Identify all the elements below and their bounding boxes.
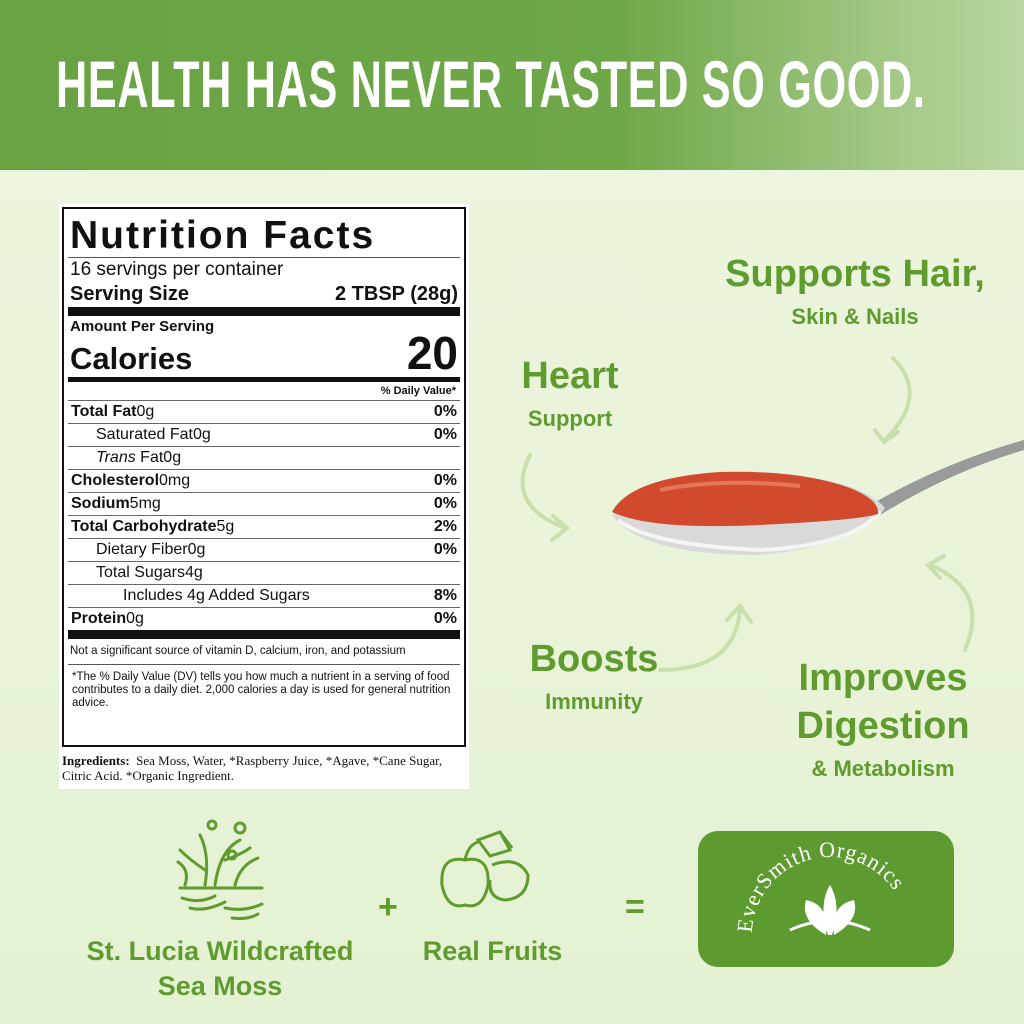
rule (68, 664, 460, 665)
ingredients-label: Ingredients: (62, 753, 130, 768)
nutrient-amount: 4g (184, 564, 203, 581)
nutrient-amount: 5g (216, 518, 235, 535)
daily-value: 0% (433, 403, 457, 420)
equals-sign: = (625, 888, 645, 926)
nutrient-row: Protein0g 0% (68, 607, 460, 630)
nutrient-label-group: Total Carbohydrate5g (71, 516, 234, 538)
nutrient-label-group: Trans Fat0g (71, 447, 181, 469)
formula-item: Real Fruits (422, 936, 563, 966)
fruits-icon (440, 830, 530, 908)
nutrient-label: Cholesterol (71, 472, 160, 489)
nutrient-label-group: Total Sugars4g (71, 562, 203, 584)
nutrient-label-group: Saturated Fat0g (71, 424, 211, 446)
brand-logo (789, 885, 871, 935)
nutrient-amount: 0g (126, 610, 144, 627)
sea-moss-icon (176, 819, 264, 920)
benefit: Supports Hair, Skin & Nails (700, 250, 1010, 332)
nutrient-amount: 0mg (159, 472, 191, 489)
daily-value: 0% (433, 426, 457, 443)
nutrient-rows: Total Fat0g 0% Saturated Fat0g 0% Trans Fat0… (68, 400, 460, 630)
nutrient-row: Saturated Fat0g 0% (68, 423, 460, 446)
nutrient-label-group: Sodium5mg (71, 493, 161, 515)
amount-per-serving: Amount Per Serving (70, 318, 215, 335)
nutrient-label: Protein (71, 610, 127, 627)
rule (68, 630, 460, 639)
rule (68, 307, 460, 316)
serving-size-value: 2 TBSP (28g) (335, 283, 458, 305)
banner: HEALTH HAS NEVER TASTED SO GOOD. (0, 0, 1024, 170)
ingredients: Ingredients: Sea Moss, Water, *Raspberry… (62, 753, 466, 783)
nutrient-amount: 0g (192, 426, 211, 443)
nutrient-label: Total Fat (71, 403, 137, 420)
nutrition-title: Nutrition Facts (70, 214, 376, 257)
nutrient-label-italic: Trans (96, 449, 136, 466)
daily-value: 0% (433, 541, 457, 558)
benefit-subtitle: Skin & Nails (791, 304, 919, 329)
nutrient-row: Total Sugars4g (68, 561, 460, 584)
nutrient-label-group: Protein0g (71, 608, 144, 630)
benefit-title: Supports Hair, (725, 253, 985, 295)
serving-size: Serving Size 2 TBSP (28g) (68, 281, 460, 307)
benefit: Improves Digestion & Metabolism (773, 654, 993, 784)
nutrient-label: Total Carbohydrate (71, 518, 217, 535)
nutrient-label: Sodium (71, 495, 130, 512)
nutrient-amount: 0g (163, 449, 182, 466)
nutrient-label-group: Total Fat0g (71, 401, 154, 423)
servings: 16 servings per container (70, 259, 284, 280)
nutrient-row: Cholesterol0mg 0% (68, 469, 460, 492)
nutrient-label-group: Dietary Fiber0g (71, 539, 205, 561)
rule (68, 377, 460, 382)
nutrition-facts: Nutrition Facts 16 servings per containe… (62, 207, 466, 747)
benefit-subtitle: & Metabolism (811, 756, 955, 781)
daily-value: 0% (433, 610, 457, 627)
benefit-title: Heart (521, 355, 619, 397)
benefit: Boosts Immunity (504, 635, 684, 717)
arrows (520, 356, 975, 672)
nutrient-label: Includes 4g Added Sugars (123, 587, 310, 604)
daily-value: 2% (433, 518, 457, 535)
nutrient-label: Saturated Fat (96, 426, 193, 443)
daily-value-header: % Daily Value* (380, 385, 456, 397)
nutrient-row: Sodium5mg 0% (68, 492, 460, 515)
banner-title: HEALTH HAS NEVER TASTED SO GOOD. (56, 47, 926, 121)
nutrient-row: Trans Fat0g (68, 446, 460, 469)
footnote: *The % Daily Value (DV) tells you how mu… (72, 671, 451, 709)
nutrient-row: Total Carbohydrate5g 2% (68, 515, 460, 538)
nutrient-row: Total Fat0g 0% (68, 400, 460, 423)
nutrient-amount: 0g (136, 403, 155, 420)
benefit-title: Improves Digestion (796, 657, 970, 747)
calories: Calories 20 (68, 327, 460, 379)
benefit-title: Boosts (529, 638, 659, 680)
calories-label: Calories (70, 341, 193, 376)
nutrient-row: Includes 4g Added Sugars 8% (68, 584, 460, 607)
serving-size-label: Serving Size (70, 283, 189, 305)
nutrient-amount: 5mg (129, 495, 161, 512)
daily-value: 8% (433, 587, 457, 604)
nutrient-label: Fat (140, 449, 164, 466)
nutrient-label: Total Sugars (96, 564, 185, 581)
ingredients-text: Sea Moss, Water, *Raspberry Juice, *Agav… (62, 753, 443, 783)
calories-value: 20 (406, 327, 458, 379)
daily-value: 0% (433, 472, 457, 489)
nutrient-label-group: Cholesterol0mg (71, 470, 190, 492)
footnote: Not a significant source of vitamin D, c… (70, 645, 406, 657)
spoon (612, 440, 1024, 555)
nutrient-row: Dietary Fiber0g 0% (68, 538, 460, 561)
benefit-subtitle: Support (527, 406, 613, 431)
daily-value: 0% (433, 495, 457, 512)
benefit: Heart Support (490, 352, 650, 434)
formula-item: St. Lucia Wildcrafted Sea Moss (86, 936, 354, 1001)
nutrition-panel: Nutrition Facts 16 servings per containe… (59, 204, 469, 789)
nutrient-label: Dietary Fiber (96, 541, 188, 558)
nutrient-amount: 0g (187, 541, 206, 558)
nutrient-label-group: Includes 4g Added Sugars (71, 585, 310, 607)
plus-sign: + (378, 888, 398, 926)
rule (68, 257, 460, 258)
benefit-subtitle: Immunity (545, 689, 643, 714)
